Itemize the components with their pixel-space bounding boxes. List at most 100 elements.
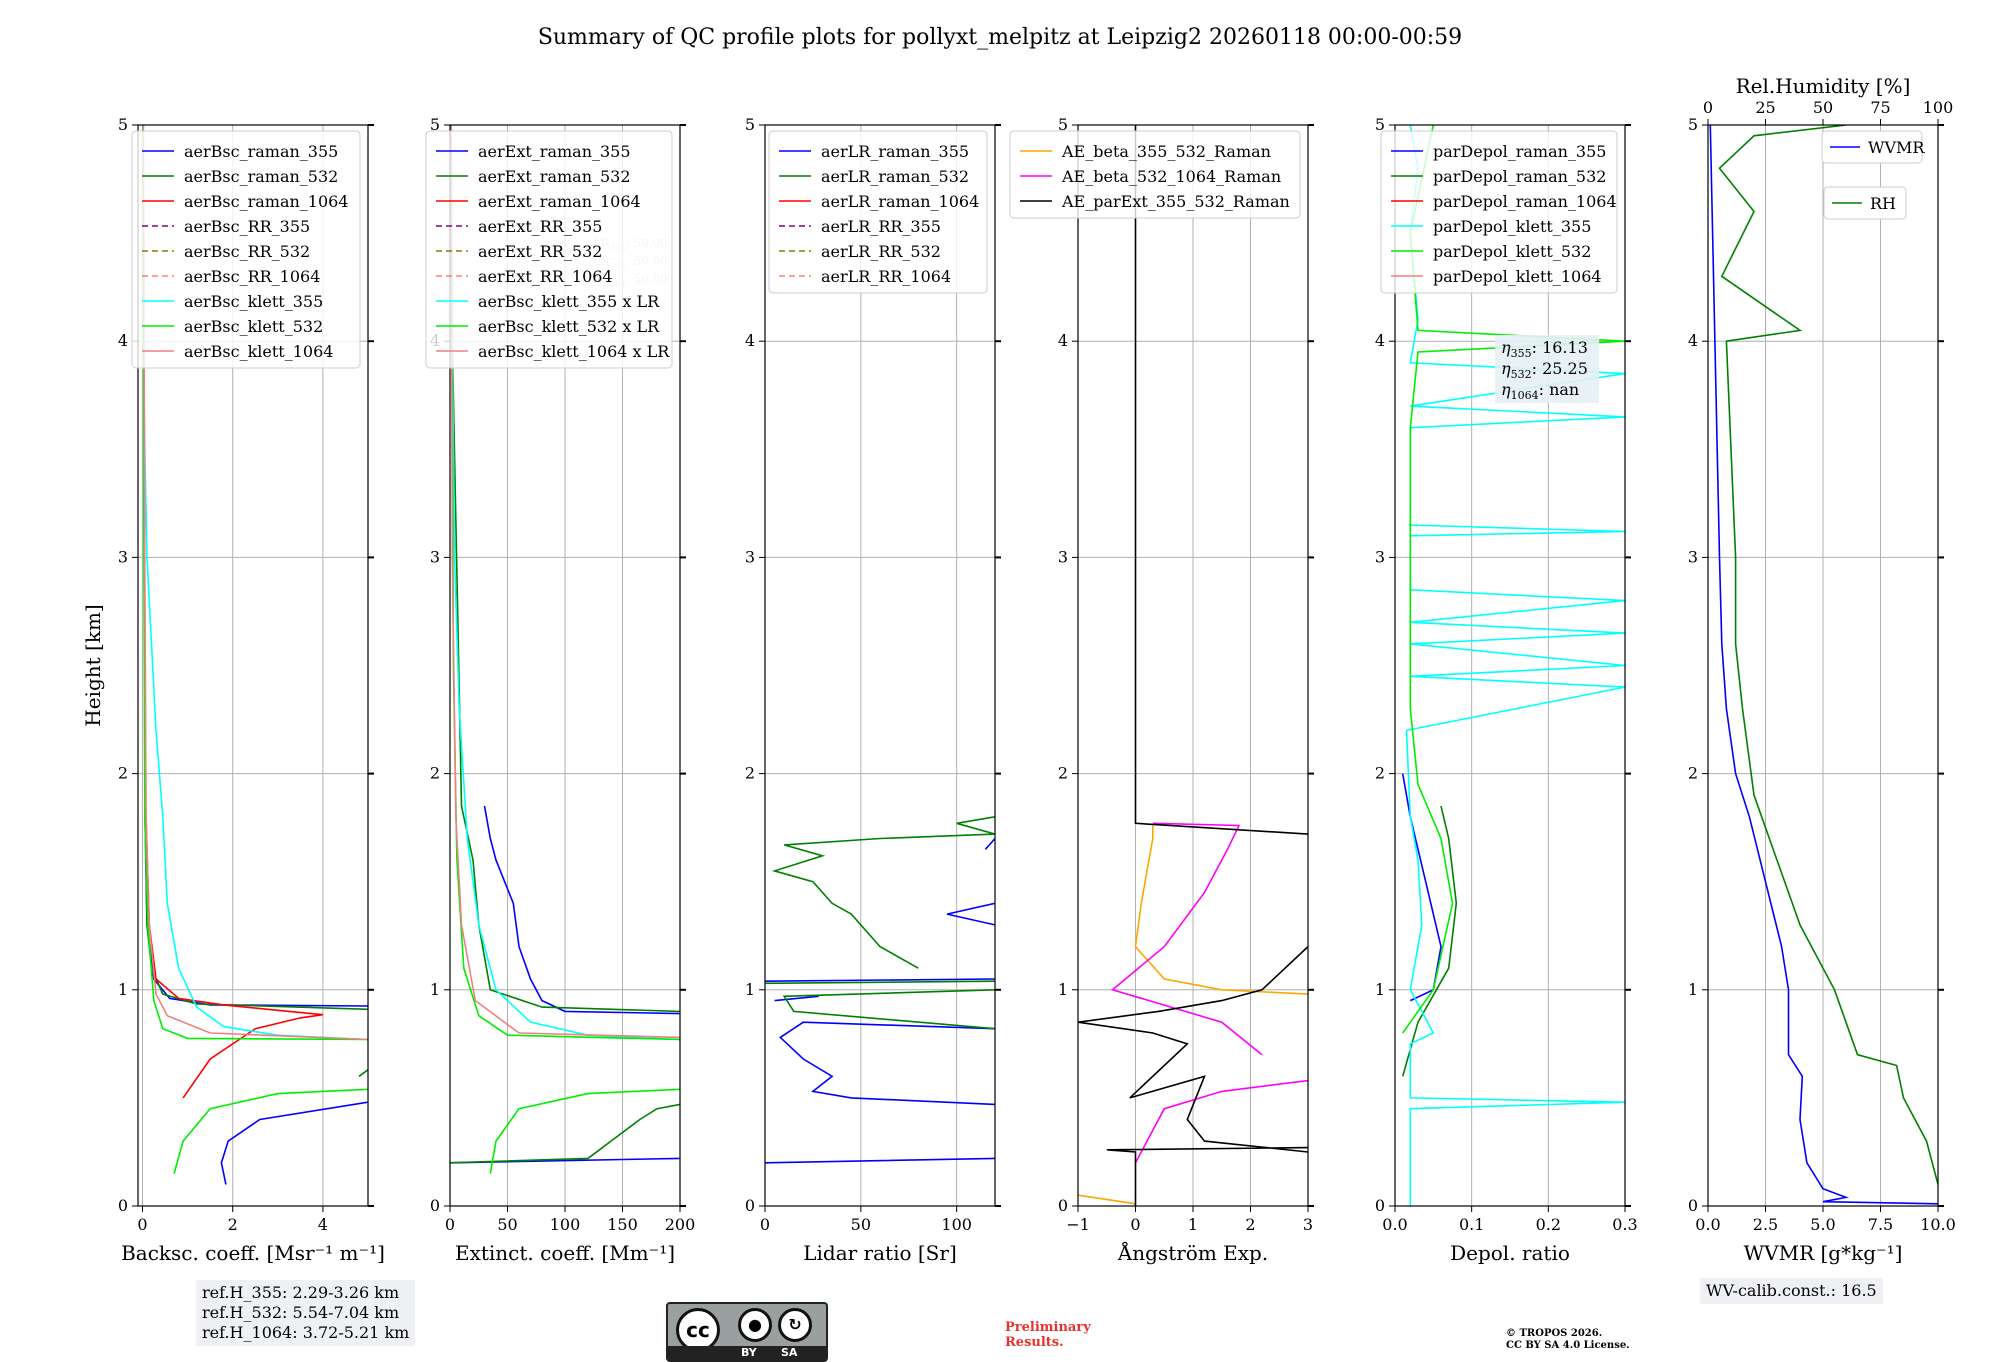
ref-height-355: ref.H_355: 2.29-3.26 km [202, 1283, 400, 1302]
legend-entry: aerBsc_klett_355 x LR [478, 292, 660, 311]
axes-frame [137, 124, 369, 1207]
panel-extinction: 050100150200012345Extinct. coeff. [Mm⁻¹]… [425, 115, 695, 1265]
y-tick-label: 3 [1375, 547, 1385, 566]
x-tick-label: 0.0 [1382, 1215, 1407, 1234]
panel-backscatter: 0 2 4 0 1 2 3 4 5 Backsc. coeff. [Msr⁻¹ m⁻¹] Heigh… [81, 115, 385, 1265]
y-tick-label: 3 [430, 547, 440, 566]
series-line-aerlr-raman-355 [765, 837, 995, 1164]
eta-value: η355: 16.13 [1501, 338, 1588, 360]
copyright-note: © TROPOS 2026. CC BY SA 4.0 License. [1506, 1328, 1630, 1352]
y-tick-label: 1 [745, 980, 755, 999]
legend-entry: aerLR_raman_1064 [821, 192, 979, 211]
cc-license-badge: cc ● ↻ BY SA [666, 1302, 828, 1362]
y-tick-label: 1 [1375, 980, 1385, 999]
series-line-aerbsc-klett-532 [142, 125, 368, 1174]
series-line-ae-beta-355-532-raman [1078, 825, 1308, 1205]
legend-entry: parDepol_klett_355 [1433, 217, 1591, 236]
series-line-pardepol-klett-532 [1402, 125, 1625, 1034]
y-tick-label: 2 [1688, 764, 1698, 783]
legend-entry: aerBsc_klett_532 x LR [478, 317, 660, 336]
y-tick-label: 0 [1058, 1196, 1068, 1215]
y-tick-label: 3 [745, 547, 755, 566]
top-x-tick-label: 25 [1755, 98, 1775, 117]
x-tick-label: 100 [941, 1215, 972, 1234]
cc-by-label: BY [741, 1346, 757, 1359]
x-tick-label: 0 [1130, 1215, 1140, 1234]
x-tick-label: 50 [497, 1215, 517, 1234]
y-tick-label: 5 [1688, 115, 1698, 134]
legend-entry: aerBsc_raman_532 [184, 167, 338, 186]
x-tick-label: 2.5 [1753, 1215, 1778, 1234]
series-line-ae-parext-355-532-raman [1078, 125, 1308, 1206]
axes-frame [1394, 124, 1626, 1207]
preliminary-line-2: Results. [1005, 1335, 1064, 1350]
top-x-tick-label: 75 [1870, 98, 1890, 117]
legend-entry: AE_parExt_355_532_Raman [1061, 192, 1290, 211]
legend-box [1009, 130, 1301, 219]
y-tick-label: 4 [1688, 331, 1698, 350]
y-tick-label: 0 [745, 1196, 755, 1215]
legend-box [425, 130, 673, 369]
x-tick-label: 0.0 [1695, 1215, 1720, 1234]
series-line-aerbsc-raman-532 [144, 805, 368, 1077]
legend-entry: RH [1870, 194, 1896, 213]
y-tick-label: 2 [430, 764, 440, 783]
legend-box [1823, 186, 1907, 220]
legend-entry: aerLR_RR_532 [821, 242, 941, 261]
y-tick-label: 4 [1375, 331, 1385, 350]
x-tick-label: 150 [607, 1215, 638, 1234]
legend-entry: aerLR_raman_355 [821, 142, 969, 161]
y-tick-label: 0 [1688, 1196, 1698, 1215]
legend-entry: AE_beta_532_1064_Raman [1061, 167, 1281, 186]
y-tick-label: 4 [1058, 331, 1068, 350]
x-tick-label: 0.1 [1459, 1215, 1484, 1234]
legend-box [1380, 130, 1618, 294]
legend-entry: parDepol_raman_532 [1433, 167, 1606, 186]
top-x-tick-label: 0 [1703, 98, 1713, 117]
legend-entry: aerLR_RR_1064 [821, 267, 951, 286]
legend-entry: aerExt_RR_1064 [478, 267, 613, 286]
x-tick-label: 10.0 [1920, 1215, 1956, 1234]
legend-entry: aerBsc_klett_532 [184, 317, 323, 336]
legend-box [768, 130, 988, 294]
y-axis-label: Height [km] [81, 604, 105, 726]
y-tick-label: 5 [430, 115, 440, 134]
preliminary-line-1: Preliminary [1005, 1320, 1091, 1335]
x-tick-label: 5.0 [1810, 1215, 1835, 1234]
y-tick-label: 5 [1375, 115, 1385, 134]
legend-entry: aerBsc_RR_532 [184, 242, 310, 261]
copyright-line-1: © TROPOS 2026. [1506, 1328, 1603, 1339]
x-tick-label: 2 [228, 1215, 238, 1234]
y-tick-label: 2 [118, 764, 128, 783]
x-tick-label: 2 [1245, 1215, 1255, 1234]
x-tick-label: 0 [137, 1215, 147, 1234]
series-line-aerlr-raman-532 [765, 816, 995, 1030]
x-tick-label: 4 [318, 1215, 328, 1234]
x-tick-label: 0.3 [1612, 1215, 1637, 1234]
cc-sa-label: SA [781, 1346, 798, 1359]
legend-entry: aerLR_RR_355 [821, 217, 941, 236]
series-line-rh [1718, 125, 1938, 1185]
y-tick-label: 1 [430, 980, 440, 999]
x-axis-label: Lidar ratio [Sr] [803, 1241, 957, 1265]
x-tick-label: 0.2 [1536, 1215, 1561, 1234]
legend-entry: aerBsc_raman_355 [184, 142, 338, 161]
legend-entry: aerBsc_RR_355 [184, 217, 310, 236]
y-tick-label: 2 [1058, 764, 1068, 783]
x-axis-label: WVMR [g*kg⁻¹] [1744, 1241, 1903, 1265]
legend-entry: AE_beta_355_532_Raman [1061, 142, 1271, 161]
y-tick-label: 1 [1058, 980, 1068, 999]
ref-height-532: ref.H_532: 5.54-7.04 km [202, 1303, 400, 1322]
series-line-aerbsc-klett-355-x-lr [450, 125, 680, 1041]
legend-entry: aerExt_RR_532 [478, 242, 602, 261]
legend-entry: aerBsc_klett_1064 x LR [478, 342, 670, 361]
legend-entry: parDepol_klett_532 [1433, 242, 1591, 261]
x-tick-label: 100 [550, 1215, 581, 1234]
eta-value: η1064: nan [1501, 380, 1579, 402]
series-line-wvmr [1709, 125, 1938, 1205]
y-tick-label: 3 [1058, 547, 1068, 566]
by-person-icon: ● [738, 1308, 772, 1342]
panel-lidar_ratio: 0 50 100 0 1 2 3 4 5 Lidar ratio [Sr] aerLR_raman_… [745, 115, 1001, 1265]
y-tick-label: 4 [745, 331, 755, 350]
